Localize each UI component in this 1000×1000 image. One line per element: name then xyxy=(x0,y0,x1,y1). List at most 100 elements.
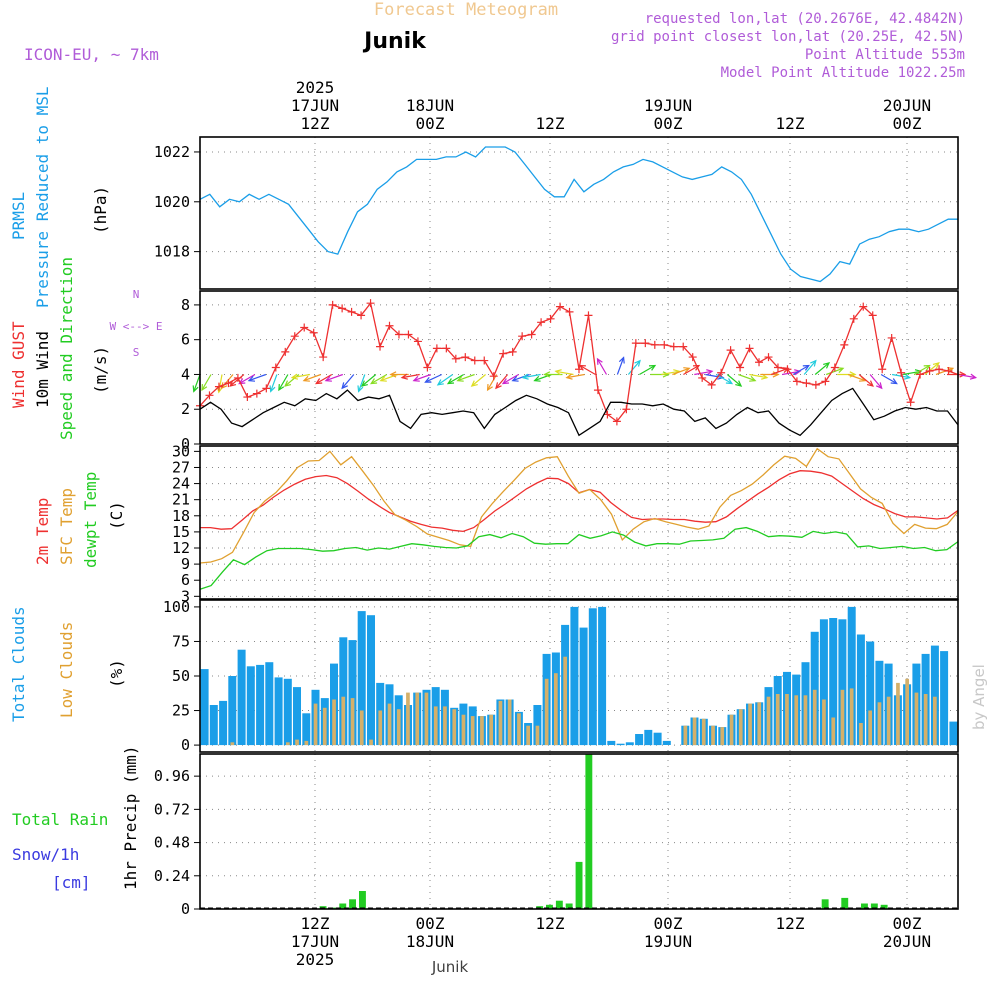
wind-arrow-head xyxy=(554,369,562,376)
wind-arrow-head xyxy=(436,379,444,386)
wind-arrow xyxy=(413,373,431,382)
wind-arrow-head xyxy=(866,380,874,387)
cloud-bars xyxy=(200,606,958,746)
gust-marker xyxy=(470,356,479,365)
low-cloud-bar xyxy=(322,707,327,746)
time-axis-label: 12Z xyxy=(536,914,565,933)
gust-marker xyxy=(575,365,583,374)
wind-arrow-head xyxy=(314,378,323,385)
total-cloud-bar xyxy=(810,631,819,746)
rain-bar xyxy=(565,903,573,909)
wind-arrow xyxy=(596,358,608,375)
gust-marker xyxy=(859,302,868,311)
wind-label-10m: 10m Wind xyxy=(33,331,52,408)
gust-marker xyxy=(755,358,764,367)
location-title: Junik xyxy=(362,29,427,54)
time-axis-label: 18JUN xyxy=(406,96,454,115)
wind-arrow xyxy=(738,373,756,382)
cloud-label-total: Total Clouds xyxy=(9,606,28,722)
wind-arrow-head xyxy=(220,382,228,390)
low-cloud-bar xyxy=(350,698,355,746)
low-cloud-bar xyxy=(803,695,808,745)
low-cloud-bar xyxy=(313,703,318,746)
wind-arrow xyxy=(401,373,420,379)
gust-marker xyxy=(612,417,621,426)
cloud-label-low: Low Clouds xyxy=(57,622,76,718)
total-cloud-bar xyxy=(348,640,357,746)
low-cloud-bar xyxy=(563,656,567,746)
low-cloud-bar xyxy=(905,678,909,746)
time-axis-label: 19JUN xyxy=(644,96,692,115)
total-cloud-bar xyxy=(357,611,366,746)
compass-s: S xyxy=(133,346,140,359)
wind-arrow-head xyxy=(735,380,743,387)
total-cloud-bar xyxy=(570,606,579,746)
low-cloud-bar xyxy=(785,694,789,746)
precip-label-cm: [cm] xyxy=(52,873,91,892)
panel-wind: 0 2 4 6 8 xyxy=(181,290,978,453)
total-cloud-bar xyxy=(930,645,939,746)
gust-marker xyxy=(593,386,602,395)
gust-marker xyxy=(849,314,858,323)
total-cloud-bar xyxy=(635,734,644,746)
wind-arrow-head xyxy=(470,380,478,387)
wind-arrow xyxy=(683,364,700,376)
time-axis-label: 12Z xyxy=(536,114,565,133)
gust-marker xyxy=(527,330,536,339)
low-cloud-bar xyxy=(452,709,457,746)
precip-unit: 1hr Precip (mm) xyxy=(121,746,140,891)
wind-arrow xyxy=(858,374,874,387)
wind-label-gust: Wind GUST xyxy=(9,321,28,408)
total-cloud-bar xyxy=(339,637,348,746)
gust-marker xyxy=(281,347,290,356)
gust-marker xyxy=(764,353,773,362)
time-axis-label: 12Z xyxy=(776,914,805,933)
low-cloud-bar xyxy=(877,702,882,746)
wind-arrow-head xyxy=(543,371,551,378)
low-cloud-bar xyxy=(424,692,429,746)
gust-marker xyxy=(669,342,678,351)
y-tick-label: 30 xyxy=(172,442,190,460)
wind-arrow xyxy=(437,374,454,386)
time-axis-label: 00Z xyxy=(654,114,683,133)
wind-arrow-head xyxy=(692,364,701,371)
y-tick-label: 1022 xyxy=(154,143,190,161)
wind-arrow xyxy=(447,373,464,385)
series-dewpt-temp xyxy=(199,526,959,590)
compass-we: W <--> E xyxy=(110,320,163,333)
time-axis-label: 12Z xyxy=(776,114,805,133)
compass-n: N xyxy=(133,288,140,301)
wind-arrow-head xyxy=(565,373,573,380)
gust-marker xyxy=(271,363,280,372)
panel-clouds: 0 25 50 75 100 xyxy=(163,598,959,754)
low-cloud-bar xyxy=(720,727,725,746)
time-axis-label: 00Z xyxy=(893,114,922,133)
gust-marker xyxy=(887,333,896,342)
total-cloud-bar xyxy=(533,705,542,746)
wind-arrow xyxy=(370,373,388,385)
y-tick-label: 12 xyxy=(172,539,190,557)
wind-arrow xyxy=(880,373,897,385)
temp-unit: (C) xyxy=(107,501,126,530)
y-tick-label: 0 xyxy=(181,435,190,453)
total-cloud-bar xyxy=(625,742,634,746)
gust-marker xyxy=(376,342,385,351)
wind-arrow-head xyxy=(802,364,811,371)
gust-marker xyxy=(385,321,394,330)
wind-arrow-head xyxy=(486,384,493,392)
low-cloud-bar xyxy=(443,706,447,746)
low-cloud-bar xyxy=(230,742,235,746)
wind-arrow-head xyxy=(379,375,387,382)
gust-marker xyxy=(546,314,555,323)
total-cloud-bar xyxy=(940,651,949,746)
wind-arrow xyxy=(803,360,817,375)
wind-arrow-head xyxy=(446,378,455,385)
gust-marker xyxy=(518,332,527,341)
gust-marker xyxy=(736,363,745,372)
wind-arrow-head xyxy=(662,371,670,378)
y-tick-label: 15 xyxy=(172,523,190,541)
panel-pressure: 1018 1020 1022 xyxy=(154,136,959,290)
gust-marker xyxy=(357,311,366,320)
